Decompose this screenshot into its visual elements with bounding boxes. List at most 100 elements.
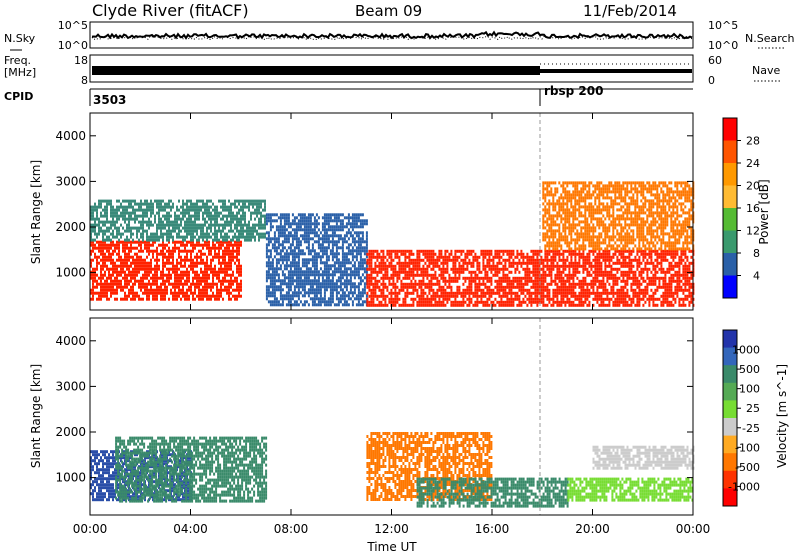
power-echo-cell <box>512 249 515 253</box>
power-echo-cell <box>368 264 371 268</box>
power-echo-cell <box>468 276 471 280</box>
power-echo-cell <box>374 294 377 298</box>
power-echo-cell <box>470 273 473 277</box>
power-echo-cell <box>158 208 160 212</box>
power-echo-cell <box>168 232 170 236</box>
power-echo-cell <box>506 279 509 283</box>
power-echo-cell <box>100 243 102 247</box>
power-echo-cell <box>378 288 381 292</box>
power-echo-cell <box>414 273 417 277</box>
power-echo-cell <box>220 291 222 295</box>
power-echo-cell <box>622 249 625 253</box>
power-echo-cell <box>190 240 192 244</box>
power-echo-cell <box>366 300 369 304</box>
power-echo-cell <box>234 232 236 236</box>
power-echo-cell <box>372 270 375 274</box>
power-echo-cell <box>504 285 507 289</box>
power-echo-cell <box>214 229 216 233</box>
power-echo-cell <box>345 216 348 220</box>
power-echo-cell <box>108 199 110 203</box>
power-echo-cell <box>232 238 234 242</box>
power-echo-cell <box>198 255 200 259</box>
power-echo-cell <box>594 249 597 253</box>
power-echo-cell <box>198 223 200 227</box>
power-echo-cell <box>142 279 144 283</box>
power-echo-cell <box>430 303 433 307</box>
power-echo-cell <box>293 222 296 226</box>
power-echo-cell <box>162 255 164 259</box>
power-echo-cell <box>349 225 352 229</box>
power-echo-cell <box>146 267 148 271</box>
power-echo-cell <box>114 211 116 215</box>
power-echo-cell <box>267 240 270 244</box>
power-echo-cell <box>122 232 124 236</box>
power-echo-cell <box>122 261 124 265</box>
power-echo-cell <box>325 213 328 217</box>
power-echo-cell <box>168 249 170 253</box>
freq-frame <box>89 54 694 83</box>
power-echo-cell <box>392 300 395 304</box>
power-echo-cell <box>444 279 447 283</box>
power-echo-cell <box>176 217 178 221</box>
power-echo-cell <box>130 261 132 265</box>
power-echo-cell <box>307 303 310 307</box>
power-echo-cell <box>339 219 342 223</box>
power-echo-cell <box>134 220 136 224</box>
power-echo-cell <box>388 255 391 259</box>
power-echo-cell <box>390 291 393 295</box>
power-echo-cell <box>216 217 218 221</box>
power-echo-cell <box>478 276 481 280</box>
power-echo-cell <box>372 282 375 286</box>
cpid-label: CPID <box>4 90 33 103</box>
power-echo-cell <box>482 276 485 280</box>
power-echo-cell <box>206 267 208 271</box>
power-echo-cell <box>544 258 547 262</box>
power-echo-cell <box>210 261 212 265</box>
power-echo-cell <box>590 267 593 271</box>
power-echo-cell <box>454 255 457 259</box>
power-echo-cell <box>556 261 559 265</box>
power-echo-cell <box>558 252 561 256</box>
power-echo-cell <box>586 288 589 292</box>
power-echo-cell <box>208 235 210 239</box>
power-echo-cell <box>313 258 316 262</box>
power-echo-cell <box>152 249 154 253</box>
power-echo-cell <box>504 267 507 271</box>
power-echo-cell <box>208 246 210 250</box>
power-echo-cell <box>422 303 425 307</box>
power-echo-cell <box>564 300 567 304</box>
power-echo-cell <box>210 252 212 256</box>
power-echo-cell <box>448 276 451 280</box>
power-echo-cell <box>355 240 358 244</box>
power-echo-cell <box>608 273 611 277</box>
power-echo-cell <box>424 261 427 265</box>
power-echo-cell <box>134 214 136 218</box>
power-echo-cell <box>238 249 240 253</box>
power-echo-cell <box>440 261 443 265</box>
power-echo-cell <box>410 279 413 283</box>
power-echo-cell <box>134 199 136 203</box>
power-echo-cell <box>550 273 553 277</box>
power-echo-cell <box>102 282 104 286</box>
power-echo-cell <box>293 288 296 292</box>
power-echo-cell <box>230 208 232 212</box>
power-echo-cell <box>524 300 527 304</box>
power-echo-cell <box>502 285 505 289</box>
power-echo-cell <box>150 208 152 212</box>
power-echo-cell <box>337 228 340 232</box>
power-echo-cell <box>144 264 146 268</box>
power-echo-cell <box>204 211 206 215</box>
power-echo-cell <box>317 273 320 277</box>
power-echo-cell <box>484 255 487 259</box>
power-echo-cell <box>634 255 637 259</box>
power-echo-cell <box>508 270 511 274</box>
power-echo-cell <box>305 246 308 250</box>
power-echo-cell <box>323 249 326 253</box>
power-echo-cell <box>394 249 397 253</box>
power-echo-cell <box>368 282 371 286</box>
power-echo-cell <box>180 291 182 295</box>
power-echo-cell <box>562 267 565 271</box>
power-echo-cell <box>532 279 535 283</box>
power-echo-cell <box>584 267 587 271</box>
power-echo-cell <box>520 255 523 259</box>
